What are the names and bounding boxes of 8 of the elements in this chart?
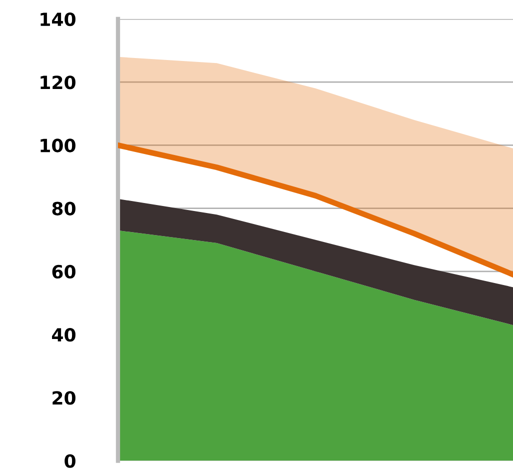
y-tick-label: 100 bbox=[40, 138, 76, 152]
y-tick-label: 40 bbox=[52, 328, 76, 342]
y-tick-label: 60 bbox=[52, 264, 76, 279]
y-tick-label: 20 bbox=[52, 391, 76, 405]
y-tick-label: 0 bbox=[64, 454, 76, 468]
y-tick-label: 120 bbox=[40, 76, 76, 90]
y-tick-label: 140 bbox=[40, 12, 76, 26]
y-tick-label: 80 bbox=[52, 202, 76, 216]
